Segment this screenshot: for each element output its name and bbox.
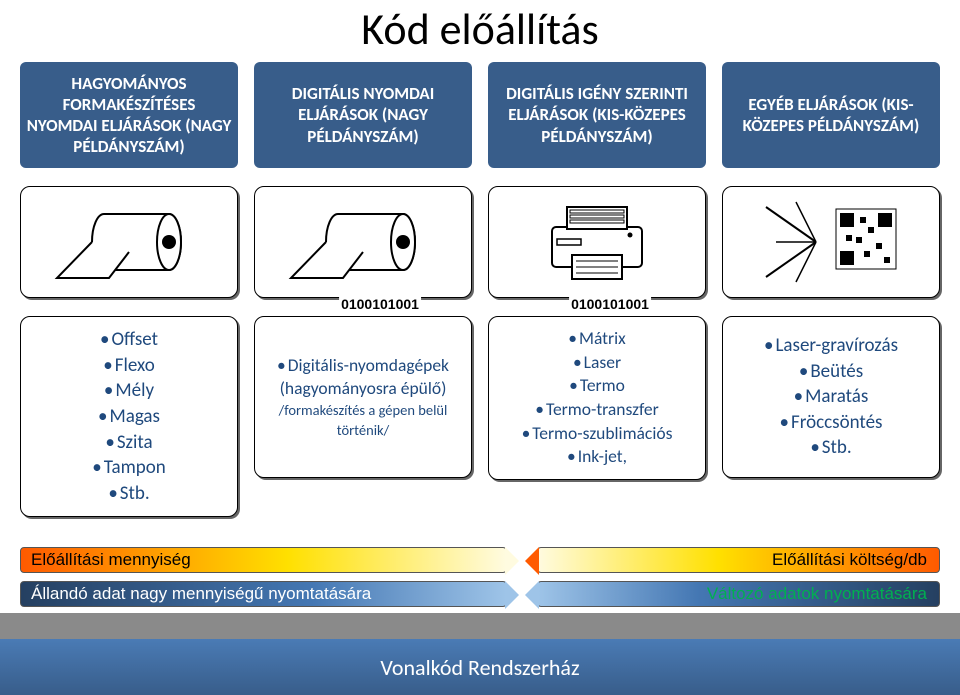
bar-data-right: Változó adatok nyomtatására bbox=[537, 581, 940, 607]
bar-data-left: Állandó adat nagy mennyiségű nyomtatásár… bbox=[20, 581, 507, 607]
binary-label-3: 0100101001 bbox=[569, 296, 651, 312]
col4-list: Laser-gravírozás Beütés Maratás Fröccsön… bbox=[722, 316, 940, 478]
list-sub: /formakészítés a gépen belül történik/ bbox=[263, 401, 463, 440]
col2-image bbox=[254, 186, 472, 298]
list-item: Mély bbox=[29, 378, 229, 404]
bars-section: Előállítási mennyiség Előállítási költsé… bbox=[20, 539, 940, 607]
footer-text: Vonalkód Rendszerház bbox=[380, 654, 579, 681]
list-item: Szita bbox=[29, 430, 229, 456]
bar-qty-right: Előállítási költség/db bbox=[537, 547, 940, 573]
col3-header: DIGITÁLIS IGÉNY SZERINTI ELJÁRÁSOK (KIS-… bbox=[488, 62, 706, 168]
list-item: Stb. bbox=[731, 435, 931, 461]
columns-container: HAGYOMÁNYOS FORMAKÉSZÍTÉSES NYOMDAI ELJÁ… bbox=[0, 62, 960, 517]
list-item: Maratás bbox=[731, 384, 931, 410]
bar-qty-left: Előállítási mennyiség bbox=[20, 547, 507, 573]
list-item: Laser-gravírozás bbox=[731, 333, 931, 359]
col2-list: Digitális-nyomdagépek (hagyományosra épü… bbox=[254, 316, 472, 478]
column-2: DIGITÁLIS NYOMDAI ELJÁRÁSOK (NAGY PÉLDÁN… bbox=[254, 62, 472, 517]
list-item: Stb. bbox=[29, 481, 229, 507]
list-item: Termo-transzfer bbox=[497, 398, 697, 422]
list-item: Ink-jet, bbox=[497, 445, 697, 469]
list-item: Digitális-nyomdagépek (hagyományosra épü… bbox=[263, 354, 463, 401]
list-item: Laser bbox=[497, 351, 697, 375]
list-item: Mátrix bbox=[497, 327, 697, 351]
footer-grey-strip bbox=[0, 613, 960, 639]
col1-image bbox=[20, 186, 238, 298]
laser-qr-icon bbox=[756, 197, 906, 287]
list-item: Fröccsöntés bbox=[731, 410, 931, 436]
list-item: Termo bbox=[497, 374, 697, 398]
page-title: Kód előállítás bbox=[0, 2, 960, 56]
col4-image bbox=[722, 186, 940, 298]
list-item: Flexo bbox=[29, 353, 229, 379]
paper-roll-icon bbox=[49, 202, 209, 282]
footer-bar: Vonalkód Rendszerház bbox=[0, 639, 960, 695]
col2-header: DIGITÁLIS NYOMDAI ELJÁRÁSOK (NAGY PÉLDÁN… bbox=[254, 62, 472, 168]
column-1: HAGYOMÁNYOS FORMAKÉSZÍTÉSES NYOMDAI ELJÁ… bbox=[20, 62, 238, 517]
paper-roll-icon bbox=[283, 202, 443, 282]
list-item: Tampon bbox=[29, 455, 229, 481]
binary-label-2: 0100101001 bbox=[339, 296, 421, 312]
list-item: Beütés bbox=[731, 359, 931, 385]
col3-list: Mátrix Laser Termo Termo-transzfer Termo… bbox=[488, 316, 706, 480]
col1-list: Offset Flexo Mély Magas Szita Tampon Stb… bbox=[20, 316, 238, 517]
col3-image bbox=[488, 186, 706, 298]
printer-icon bbox=[532, 197, 662, 287]
list-item: Termo-szublimációs bbox=[497, 422, 697, 446]
col4-header: EGYÉB ELJÁRÁSOK (KIS-KÖZEPES PÉLDÁNYSZÁM… bbox=[722, 62, 940, 168]
column-4: EGYÉB ELJÁRÁSOK (KIS-KÖZEPES PÉLDÁNYSZÁM… bbox=[722, 62, 940, 517]
list-item: Offset bbox=[29, 327, 229, 353]
list-item: Magas bbox=[29, 404, 229, 430]
column-3: DIGITÁLIS IGÉNY SZERINTI ELJÁRÁSOK (KIS-… bbox=[488, 62, 706, 517]
col1-header: HAGYOMÁNYOS FORMAKÉSZÍTÉSES NYOMDAI ELJÁ… bbox=[20, 62, 238, 168]
